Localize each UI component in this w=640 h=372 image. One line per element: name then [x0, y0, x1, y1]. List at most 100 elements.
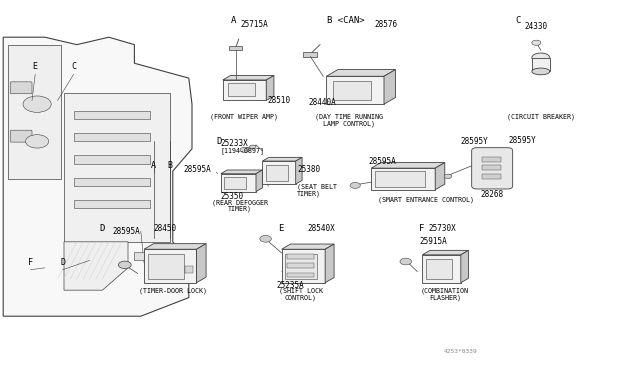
Text: F: F [28, 258, 33, 267]
Text: [1194-0897]: [1194-0897] [221, 147, 265, 154]
Text: D: D [216, 137, 221, 146]
Text: (CIRCUIT BREAKER): (CIRCUIT BREAKER) [507, 114, 575, 121]
Polygon shape [223, 80, 266, 100]
Bar [74, 133, 150, 141]
Text: (REAR DEFOGGER: (REAR DEFOGGER [212, 199, 268, 206]
Bar [74, 178, 150, 186]
Polygon shape [262, 157, 302, 161]
Text: 28595A: 28595A [184, 165, 211, 174]
Polygon shape [144, 244, 206, 249]
Text: CONTROL): CONTROL) [285, 294, 317, 301]
Circle shape [250, 145, 256, 149]
Bar [287, 254, 314, 259]
Polygon shape [266, 76, 274, 100]
Text: LAMP CONTROL): LAMP CONTROL) [323, 120, 375, 127]
Circle shape [444, 174, 452, 179]
Circle shape [118, 261, 131, 269]
Text: B: B [167, 161, 172, 170]
Text: (SEAT BELT: (SEAT BELT [297, 184, 337, 190]
Bar [375, 171, 425, 187]
Polygon shape [282, 249, 325, 283]
Bar [185, 266, 193, 273]
Text: (TIMER-DOOR LOCK): (TIMER-DOOR LOCK) [139, 288, 207, 294]
Text: 24330: 24330 [525, 22, 548, 31]
Text: (COMBINATION: (COMBINATION [421, 288, 468, 294]
Polygon shape [435, 163, 445, 190]
Polygon shape [196, 244, 206, 283]
Text: C: C [516, 16, 521, 25]
Bar [287, 263, 314, 268]
Polygon shape [3, 37, 192, 316]
Text: 28540X: 28540X [307, 224, 335, 233]
Circle shape [240, 147, 249, 153]
Text: E: E [33, 62, 38, 71]
Bar [74, 200, 150, 208]
Text: D: D [60, 258, 65, 267]
Text: 28440A: 28440A [308, 98, 336, 107]
Text: (SHIFT LOCK: (SHIFT LOCK [279, 288, 323, 294]
Text: 25715A: 25715A [240, 20, 268, 29]
Text: D: D [99, 224, 104, 233]
Ellipse shape [532, 68, 550, 75]
Polygon shape [326, 76, 384, 104]
Polygon shape [371, 163, 445, 168]
Text: 25730X: 25730X [429, 224, 456, 233]
Text: 25235A: 25235A [276, 281, 304, 290]
Circle shape [532, 40, 541, 45]
Polygon shape [282, 244, 334, 249]
Polygon shape [221, 170, 262, 174]
Polygon shape [8, 45, 61, 179]
Ellipse shape [532, 53, 550, 62]
Bar [148, 254, 184, 279]
Text: 28595Y: 28595Y [509, 136, 536, 145]
Polygon shape [326, 70, 396, 76]
Text: 28510: 28510 [268, 96, 291, 105]
Polygon shape [325, 244, 334, 283]
Text: 25350: 25350 [221, 192, 244, 201]
Text: C: C [71, 62, 76, 71]
Text: 28595Y: 28595Y [461, 137, 488, 146]
Bar [229, 46, 242, 50]
Circle shape [26, 135, 49, 148]
Bar [482, 174, 501, 179]
Bar [266, 165, 288, 181]
Polygon shape [256, 170, 262, 192]
Polygon shape [371, 168, 435, 190]
Text: 25233X: 25233X [221, 139, 248, 148]
Bar [134, 252, 150, 260]
Polygon shape [262, 161, 296, 184]
Text: E: E [278, 224, 284, 233]
FancyBboxPatch shape [472, 148, 513, 189]
Bar [74, 155, 150, 164]
Circle shape [260, 235, 271, 242]
Text: 28268: 28268 [480, 190, 503, 199]
Bar [482, 165, 501, 170]
Text: 28595A: 28595A [112, 227, 140, 236]
Bar [532, 58, 550, 71]
Text: A: A [151, 161, 156, 170]
Bar [303, 52, 317, 57]
Text: 25380: 25380 [297, 165, 320, 174]
Polygon shape [461, 250, 468, 283]
Bar [333, 81, 371, 100]
Bar [285, 254, 317, 279]
Polygon shape [296, 157, 302, 184]
FancyBboxPatch shape [10, 130, 32, 142]
Bar [64, 93, 170, 242]
Polygon shape [64, 242, 128, 290]
Text: 28595A: 28595A [368, 157, 396, 166]
Polygon shape [384, 70, 396, 104]
Text: (FRONT WIPER AMP): (FRONT WIPER AMP) [211, 114, 278, 121]
Text: TIMER): TIMER) [297, 190, 321, 197]
Text: 28576: 28576 [374, 20, 397, 29]
Bar [482, 157, 501, 162]
Text: B <CAN>: B <CAN> [327, 16, 364, 25]
Bar [426, 259, 452, 279]
Bar [74, 111, 150, 119]
Text: 28450: 28450 [154, 224, 177, 233]
Text: TIMER): TIMER) [228, 206, 252, 212]
Text: FLASHER): FLASHER) [429, 294, 461, 301]
Text: (SMART ENTRANCE CONTROL): (SMART ENTRANCE CONTROL) [378, 197, 474, 203]
Polygon shape [144, 249, 196, 283]
Bar [287, 273, 314, 277]
